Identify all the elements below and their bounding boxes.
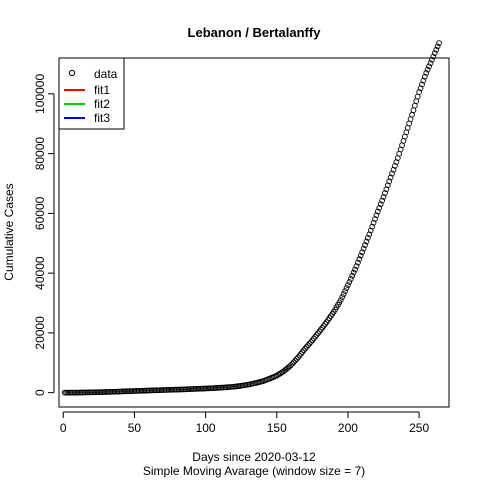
data-point bbox=[303, 343, 310, 350]
data-point bbox=[353, 263, 360, 269]
data-point bbox=[359, 249, 366, 256]
data-point bbox=[382, 190, 388, 196]
data-point bbox=[370, 219, 377, 226]
data-point bbox=[367, 227, 374, 234]
data-point bbox=[377, 201, 384, 208]
data-point bbox=[374, 208, 381, 215]
data-point bbox=[362, 242, 368, 248]
x-tick-label: 250 bbox=[409, 421, 429, 435]
data-point bbox=[386, 178, 393, 185]
data-point bbox=[423, 70, 430, 76]
data-point bbox=[383, 186, 390, 193]
data-point bbox=[366, 231, 373, 238]
data-point bbox=[352, 266, 358, 273]
data-points bbox=[61, 40, 442, 396]
data-point bbox=[393, 159, 400, 165]
data-point bbox=[360, 245, 367, 252]
x-axis-label: Days since 2020-03-12 bbox=[192, 450, 316, 464]
data-point bbox=[419, 81, 425, 88]
data-point bbox=[345, 282, 351, 288]
data-point bbox=[392, 163, 398, 169]
data-point bbox=[355, 259, 361, 266]
data-point bbox=[409, 111, 415, 118]
data-point bbox=[308, 339, 314, 345]
legend-item-fit1: fit1 bbox=[94, 83, 110, 97]
data-point bbox=[357, 252, 364, 259]
legend-item-fit3: fit3 bbox=[94, 111, 110, 125]
data-point bbox=[387, 174, 394, 181]
x-tick-label: 50 bbox=[128, 421, 142, 435]
x-axis-sublabel: Simple Moving Avarage (window size = 7) bbox=[143, 464, 365, 478]
data-point bbox=[413, 98, 420, 104]
legend-data-marker bbox=[68, 69, 76, 77]
data-point bbox=[431, 50, 438, 56]
data-point bbox=[434, 43, 441, 50]
data-point bbox=[349, 272, 356, 279]
data-point bbox=[372, 216, 378, 222]
data-point bbox=[302, 345, 309, 352]
plot-frame bbox=[58, 57, 450, 408]
data-point bbox=[291, 359, 297, 365]
data-point bbox=[421, 73, 428, 80]
legend-item-fit2: fit2 bbox=[94, 97, 110, 111]
legend: data fit1 fit2 fit3 bbox=[58, 57, 125, 130]
x-tick-label: 200 bbox=[338, 421, 358, 435]
data-point bbox=[342, 288, 348, 294]
data-point bbox=[410, 107, 417, 114]
x-tick-label: 100 bbox=[196, 421, 216, 435]
data-point bbox=[417, 85, 424, 92]
y-tick-label: 60000 bbox=[33, 196, 47, 230]
data-point bbox=[365, 235, 371, 241]
data-point bbox=[373, 212, 380, 219]
data-point bbox=[411, 102, 418, 109]
x-axis: 0 50 100 150 200 250 bbox=[60, 411, 429, 435]
x-tick-label: 150 bbox=[267, 421, 287, 435]
data-point bbox=[420, 77, 427, 84]
y-tick-label: 40000 bbox=[33, 256, 47, 290]
data-point bbox=[380, 194, 387, 200]
data-point bbox=[339, 294, 346, 300]
data-point bbox=[343, 285, 350, 291]
data-point bbox=[376, 205, 383, 211]
data-point bbox=[433, 46, 440, 53]
y-tick-label: 100000 bbox=[33, 74, 47, 114]
data-point bbox=[350, 269, 357, 276]
data-point bbox=[293, 356, 300, 362]
y-axis: 0 20000 40000 60000 80000 100000 bbox=[33, 74, 55, 396]
data-point bbox=[436, 40, 442, 46]
legend-item-data: data bbox=[94, 67, 118, 81]
data-point bbox=[429, 56, 435, 63]
data-point bbox=[346, 279, 353, 285]
data-point bbox=[426, 63, 432, 70]
data-point bbox=[369, 223, 375, 230]
data-point bbox=[347, 276, 354, 282]
data-point bbox=[337, 297, 344, 303]
data-point bbox=[414, 93, 421, 100]
data-point bbox=[427, 60, 434, 66]
data-point bbox=[356, 256, 363, 263]
data-point bbox=[306, 340, 313, 347]
y-tick-label: 0 bbox=[33, 389, 47, 396]
data-point bbox=[305, 342, 311, 349]
data-point bbox=[288, 362, 294, 369]
y-tick-label: 20000 bbox=[33, 316, 47, 350]
y-axis-label: Cumulative Cases bbox=[2, 183, 16, 280]
data-point bbox=[340, 291, 347, 297]
data-point bbox=[292, 357, 299, 364]
data-point bbox=[363, 238, 370, 245]
chart-title: Lebanon / Bertalanffy bbox=[188, 25, 322, 40]
data-point bbox=[390, 166, 397, 173]
data-point bbox=[416, 89, 422, 95]
data-point bbox=[384, 182, 391, 189]
data-point bbox=[289, 360, 296, 367]
data-point bbox=[424, 66, 431, 73]
data-point bbox=[379, 197, 385, 204]
y-tick-label: 80000 bbox=[33, 137, 47, 171]
x-tick-label: 0 bbox=[60, 421, 67, 435]
data-point bbox=[389, 170, 395, 177]
data-point bbox=[430, 53, 437, 60]
